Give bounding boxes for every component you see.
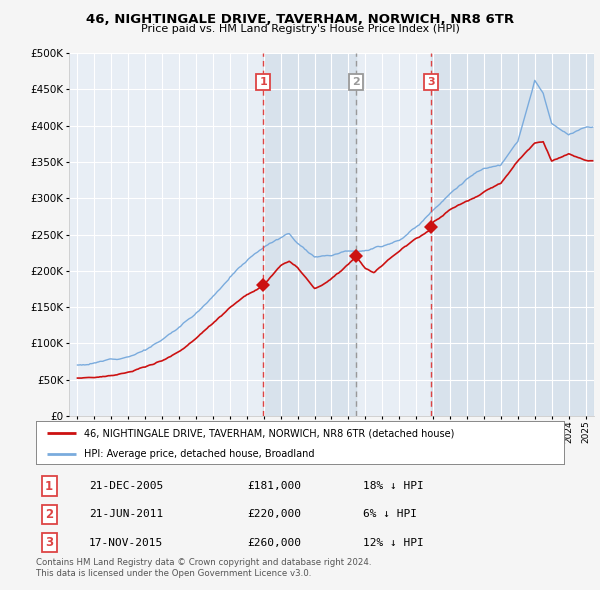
- Text: 2: 2: [353, 77, 360, 87]
- Text: 3: 3: [427, 77, 435, 87]
- Text: 46, NIGHTINGALE DRIVE, TAVERHAM, NORWICH, NR8 6TR: 46, NIGHTINGALE DRIVE, TAVERHAM, NORWICH…: [86, 13, 514, 26]
- Text: 46, NIGHTINGALE DRIVE, TAVERHAM, NORWICH, NR8 6TR (detached house): 46, NIGHTINGALE DRIVE, TAVERHAM, NORWICH…: [83, 428, 454, 438]
- Text: 6% ↓ HPI: 6% ↓ HPI: [364, 509, 418, 519]
- Text: £181,000: £181,000: [247, 481, 301, 491]
- Text: Price paid vs. HM Land Registry's House Price Index (HPI): Price paid vs. HM Land Registry's House …: [140, 24, 460, 34]
- Text: 18% ↓ HPI: 18% ↓ HPI: [364, 481, 424, 491]
- Text: £260,000: £260,000: [247, 537, 301, 548]
- Text: 3: 3: [45, 536, 53, 549]
- Text: HPI: Average price, detached house, Broadland: HPI: Average price, detached house, Broa…: [83, 448, 314, 458]
- Text: 1: 1: [259, 77, 267, 87]
- Text: Contains HM Land Registry data © Crown copyright and database right 2024.
This d: Contains HM Land Registry data © Crown c…: [36, 558, 371, 578]
- Bar: [263, 53, 356, 416]
- Text: 21-DEC-2005: 21-DEC-2005: [89, 481, 163, 491]
- Text: £220,000: £220,000: [247, 509, 301, 519]
- Text: 17-NOV-2015: 17-NOV-2015: [89, 537, 163, 548]
- Text: 12% ↓ HPI: 12% ↓ HPI: [364, 537, 424, 548]
- Bar: [431, 53, 594, 416]
- Text: 21-JUN-2011: 21-JUN-2011: [89, 509, 163, 519]
- Text: 2: 2: [45, 508, 53, 521]
- Text: 1: 1: [45, 480, 53, 493]
